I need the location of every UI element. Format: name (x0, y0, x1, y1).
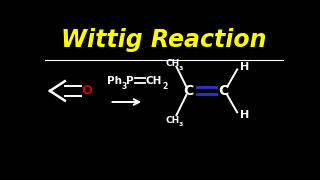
Text: 2: 2 (162, 82, 167, 91)
Text: Ph: Ph (107, 76, 122, 86)
Text: 3: 3 (178, 122, 183, 127)
Text: CH: CH (146, 76, 162, 86)
Text: C: C (218, 84, 229, 98)
Text: C: C (184, 84, 194, 98)
Text: P: P (126, 76, 133, 86)
Text: 3: 3 (121, 82, 126, 91)
Text: H: H (240, 110, 249, 120)
Text: CH: CH (165, 116, 180, 125)
Text: 3: 3 (178, 66, 183, 71)
Text: CH: CH (165, 59, 180, 68)
Text: Wittig Reaction: Wittig Reaction (61, 28, 267, 52)
Text: O: O (82, 84, 92, 97)
Text: H: H (240, 62, 249, 72)
